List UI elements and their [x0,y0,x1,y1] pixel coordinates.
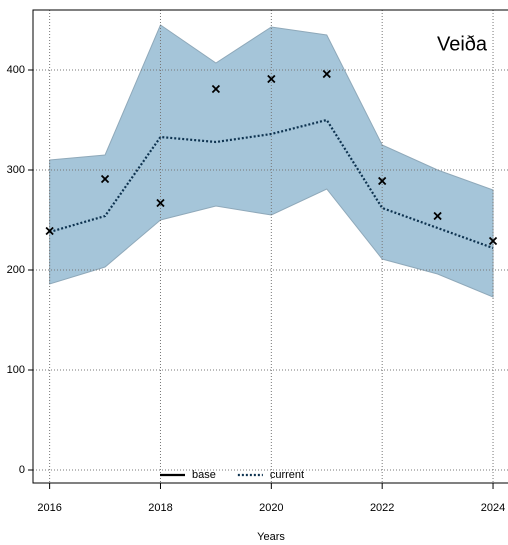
observed-point [488,236,498,246]
y-tick-label: 100 [7,364,25,376]
marker-stroke [45,226,54,236]
legend-label: current [270,469,304,481]
observed-point [211,84,221,94]
observed-point [100,174,110,184]
line [49,118,494,250]
marker-stroke [156,198,165,208]
x-axis-label: Years [257,531,285,543]
y-tick-label: 400 [7,64,25,76]
y-tick-label: 0 [19,464,25,476]
x-tick-label: 2022 [370,502,394,514]
annotation: Veiða [437,33,488,55]
marker-stroke [100,174,110,184]
legend-label: base [192,469,216,481]
observed-point [378,176,387,186]
marker-stroke [211,84,221,94]
y-tick-label: 300 [7,164,25,176]
observed-point [433,211,442,221]
y-tick-label: 200 [7,264,25,276]
x-tick-label: 2020 [259,502,283,514]
observed-point [267,74,276,84]
marker-stroke [378,176,387,186]
marker-stroke [488,236,498,246]
observed-point [156,198,165,208]
marker-stroke [433,211,442,221]
observed-point [45,226,54,236]
x-tick-label: 2016 [37,502,61,514]
x-tick-label: 2018 [148,502,172,514]
observed-point [322,69,331,79]
x-tick-label: 2024 [481,502,505,514]
marker-stroke [322,69,331,79]
marker-stroke [267,74,276,84]
plot-frame [32,9,508,484]
